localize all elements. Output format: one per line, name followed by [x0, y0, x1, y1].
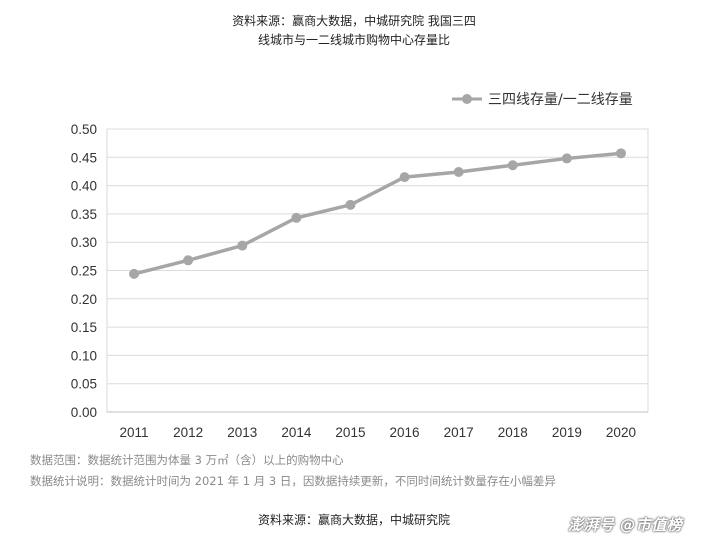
- y-tick-label: 0.20: [71, 292, 97, 307]
- data-point: [453, 167, 464, 178]
- y-tick-label: 0.15: [71, 320, 97, 335]
- chart-title-line-1: 资料来源：赢商大数据，中城研究院 我国三四: [232, 14, 476, 28]
- y-tick-label: 0.25: [71, 264, 97, 279]
- watermark-logo: 澎湃号 @市值榜: [568, 516, 683, 534]
- x-tick-label: 2012: [173, 425, 203, 440]
- legend-marker-swatch: [462, 94, 472, 104]
- data-point: [561, 153, 572, 164]
- x-tick-label: 2016: [390, 425, 420, 440]
- x-tick-label: 2014: [281, 425, 312, 440]
- series-line: [132, 151, 623, 276]
- data-point: [507, 160, 518, 171]
- x-tick-label: 2020: [606, 425, 636, 440]
- data-point: [129, 268, 140, 279]
- y-tick-label: 0.35: [71, 207, 97, 222]
- y-tick-label: 0.00: [71, 405, 97, 420]
- x-tick-label: 2013: [227, 425, 257, 440]
- data-point: [237, 240, 248, 251]
- source-footer: 资料来源：赢商大数据，中城研究院: [257, 513, 450, 527]
- chart-notes: 数据范围：数据统计范围为体量 3 万㎡（含）以上的购物中心 数据统计说明：数据统…: [30, 450, 556, 492]
- gridlines: [107, 128, 648, 413]
- x-tick-label: 2015: [335, 425, 365, 440]
- legend-label: 三四线存量/一二线存量: [488, 92, 633, 108]
- y-tick-label: 0.10: [71, 348, 97, 363]
- x-axis-ticks: 2011 2012 2013 2014 2015 2016 2017 2018 2019 2020: [120, 425, 636, 440]
- note-data-scope: 数据范围：数据统计范围为体量 3 万㎡（含）以上的购物中心: [30, 453, 344, 467]
- x-tick-label: 2018: [498, 425, 528, 440]
- data-point: [183, 255, 194, 266]
- y-tick-label: 0.45: [71, 150, 97, 165]
- data-point: [399, 172, 410, 183]
- data-point: [291, 212, 302, 223]
- y-tick-label: 0.30: [71, 235, 97, 250]
- chart-title-line-2: 线城市与一二线城市购物中心存量比: [257, 33, 450, 47]
- legend: 三四线存量/一二线存量: [452, 92, 633, 108]
- y-tick-label: 0.40: [71, 179, 97, 194]
- series-layer: [129, 148, 626, 279]
- data-point: [615, 148, 626, 159]
- y-tick-label: 0.50: [71, 122, 97, 137]
- x-tick-label: 2011: [120, 425, 149, 440]
- chart-title: 资料来源：赢商大数据，中城研究院 我国三四 线城市与一二线城市购物中心存量比: [0, 12, 708, 50]
- y-axis-ticks: 0.00 0.05 0.10 0.15 0.20 0.25 0.30 0.35 0.40 0.45…: [71, 122, 97, 420]
- y-tick-label: 0.05: [71, 377, 97, 392]
- x-tick-label: 2017: [444, 425, 474, 440]
- note-data-explanation: 数据统计说明：数据统计时间为 2021 年 1 月 3 日，因数据持续更新，不同…: [30, 474, 556, 488]
- data-point: [345, 199, 356, 210]
- x-tick-label: 2019: [552, 425, 582, 440]
